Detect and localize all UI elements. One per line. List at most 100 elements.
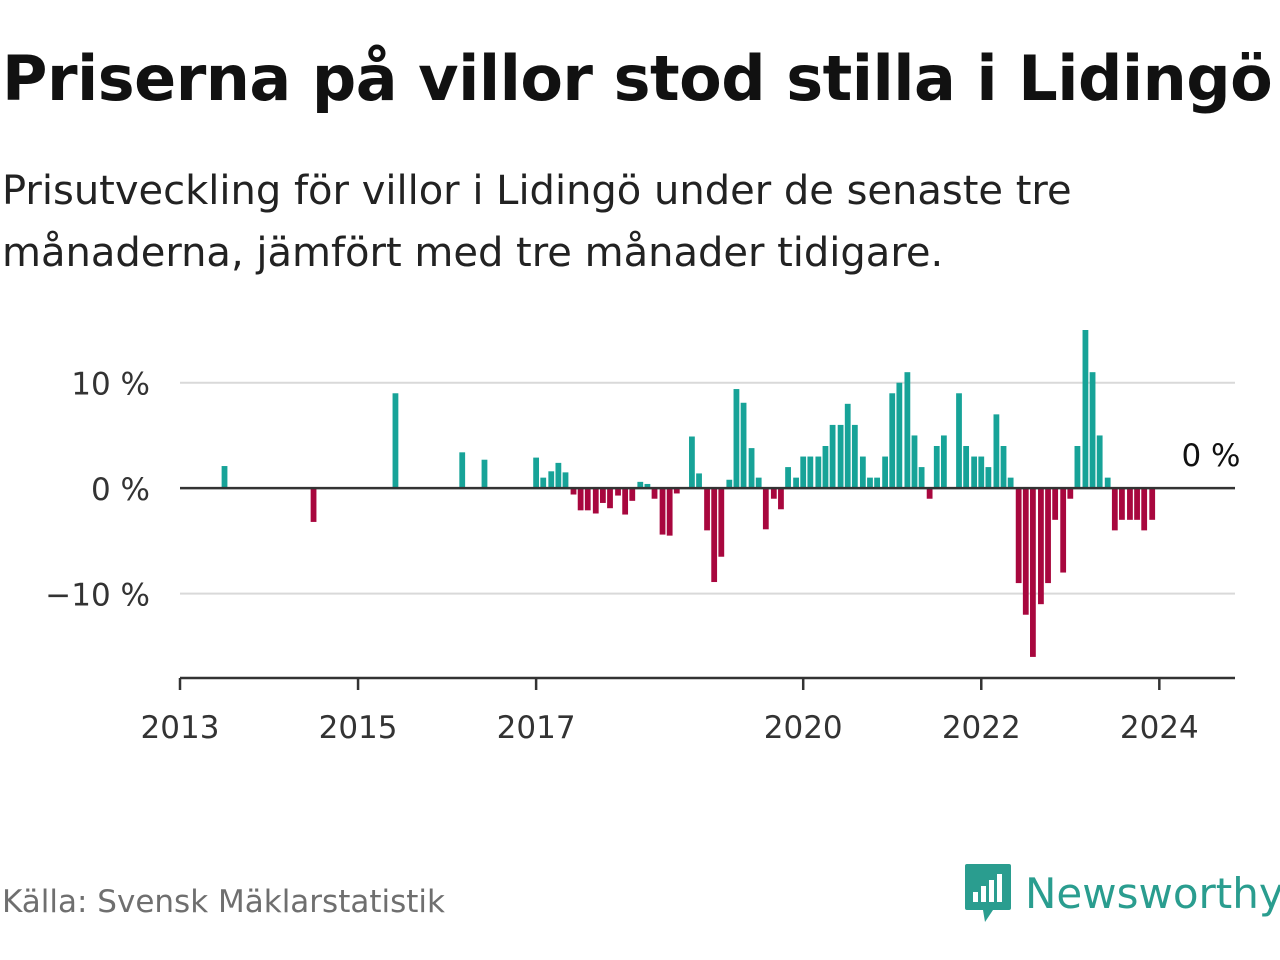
- bar: [971, 456, 978, 489]
- bar: [540, 477, 547, 489]
- bar: [1127, 488, 1133, 520]
- bar: [933, 446, 940, 489]
- bar: [533, 457, 540, 489]
- bar: [1111, 488, 1118, 531]
- bar: [592, 488, 599, 514]
- bar: [599, 488, 606, 503]
- bar: [867, 477, 873, 489]
- bar: [644, 483, 651, 489]
- bars: [221, 330, 1156, 657]
- bar: [956, 393, 962, 489]
- bar: [577, 488, 584, 511]
- x-tick-label: 2020: [764, 710, 843, 746]
- bar: [392, 393, 399, 489]
- bar: [1015, 488, 1022, 584]
- bar: [1134, 488, 1140, 520]
- bar: [637, 481, 644, 489]
- brand-logo: Newsworthy: [963, 862, 1280, 924]
- bar: [911, 435, 918, 489]
- bar: [733, 389, 740, 489]
- bar: [711, 488, 718, 583]
- x-tick-label: 2024: [1120, 710, 1199, 746]
- bar: [874, 477, 880, 489]
- bar: [762, 488, 769, 530]
- bar: [310, 488, 317, 522]
- bar: [778, 488, 784, 510]
- labels: 10 % 0 % −10 % 2013 2015 2017 2020 2022 2024 0 %: [45, 367, 1240, 746]
- bar: [1060, 488, 1067, 573]
- bar: [1119, 488, 1125, 520]
- bar: [459, 452, 466, 489]
- y-tick-label: 10 %: [71, 367, 150, 403]
- bar: [651, 488, 658, 499]
- bar: [963, 446, 970, 489]
- bar: [822, 446, 829, 489]
- bar: [221, 466, 228, 489]
- bar: [696, 473, 702, 489]
- newsworthy-logo-icon: [965, 864, 1011, 922]
- bar: [882, 456, 889, 489]
- y-tick-label: 0 %: [91, 472, 150, 508]
- bar: [1104, 477, 1111, 489]
- bar: [659, 488, 666, 535]
- bar: [548, 471, 555, 489]
- bar: [926, 488, 933, 499]
- bar: [993, 414, 1000, 489]
- bar: [718, 488, 725, 557]
- axes: [178, 486, 1235, 690]
- bar: [918, 467, 925, 489]
- bar: [859, 456, 866, 489]
- bar: [555, 462, 562, 489]
- bar: [1067, 488, 1074, 499]
- bar: [481, 459, 488, 489]
- bar: [740, 402, 747, 489]
- bar: [673, 488, 680, 494]
- bar: [1149, 488, 1156, 520]
- bar: [1007, 477, 1014, 489]
- chart-title: Priserna på villor stod stilla i Lidingö: [2, 42, 1273, 115]
- bar: [837, 424, 844, 489]
- bar: [1052, 488, 1059, 520]
- bar: [615, 488, 621, 496]
- bar: [1000, 446, 1007, 489]
- bar: [704, 488, 710, 531]
- bar: [755, 477, 762, 489]
- source-note: Källa: Svensk Mäklarstatistik: [2, 884, 445, 920]
- bar: [1089, 372, 1096, 489]
- bar: [726, 479, 733, 489]
- bar: [807, 456, 814, 489]
- bar: [889, 393, 896, 489]
- bar: [815, 456, 822, 489]
- bar: [904, 372, 911, 489]
- bar: [1038, 488, 1044, 605]
- bar: [570, 488, 577, 495]
- bar: [851, 424, 858, 489]
- bar: [985, 467, 992, 489]
- bar: [770, 488, 777, 499]
- bar: [562, 472, 569, 489]
- bar: [689, 436, 695, 489]
- bar: [748, 448, 755, 489]
- bar: [1074, 446, 1081, 489]
- bar: [607, 488, 613, 509]
- bar: [896, 382, 903, 489]
- x-tick-label: 2015: [319, 710, 398, 746]
- x-tick-label: 2013: [141, 710, 220, 746]
- bar: [940, 435, 947, 489]
- bar: [1141, 488, 1148, 531]
- bar: [584, 488, 591, 511]
- bar: [793, 477, 799, 489]
- bar: [622, 488, 629, 515]
- bar: [829, 424, 836, 489]
- last-value-label: 0 %: [1181, 438, 1240, 474]
- x-tick-label: 2017: [497, 710, 576, 746]
- brand-name: Newsworthy: [1025, 868, 1280, 918]
- bar: [1082, 330, 1089, 489]
- bar: [666, 488, 673, 536]
- bar: [1022, 488, 1029, 615]
- bar: [629, 488, 636, 501]
- bar: [978, 456, 985, 489]
- chart-subtitle: Prisutveckling för villor i Lidingö unde…: [2, 168, 1072, 276]
- bar: [844, 403, 851, 489]
